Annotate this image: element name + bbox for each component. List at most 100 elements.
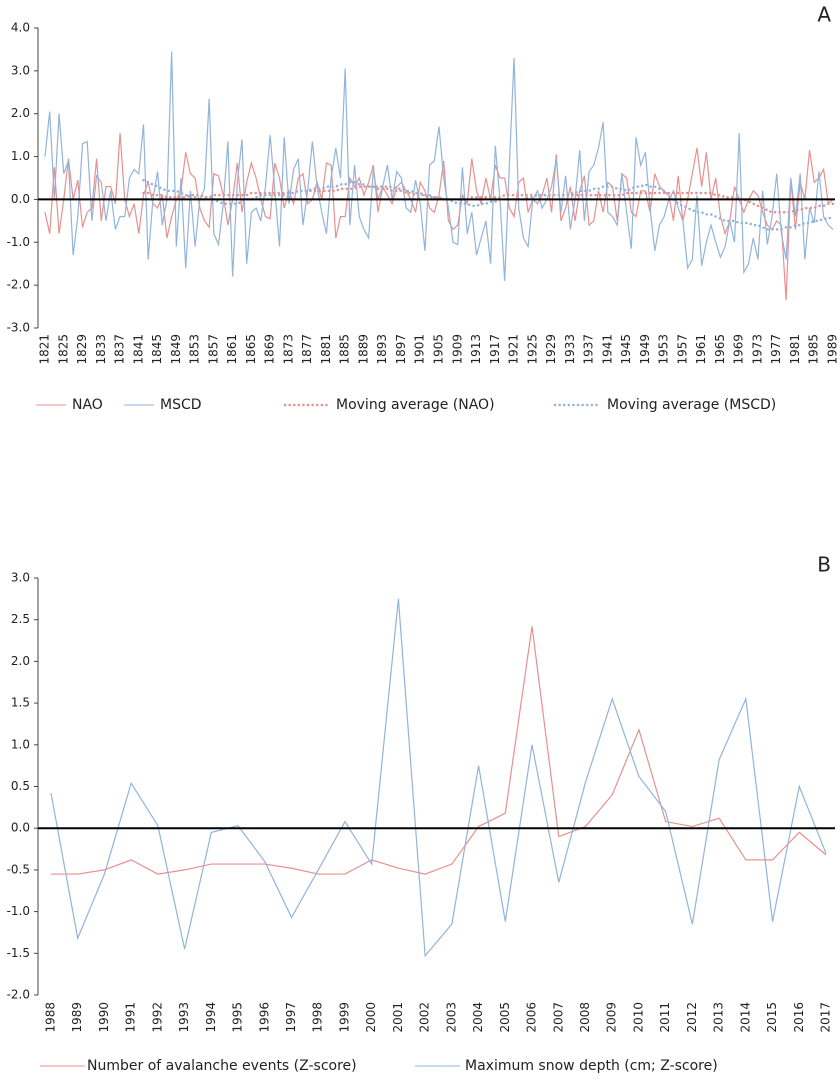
x-tick-label: 1991 [124, 1002, 138, 1033]
x-tick-label: 2013 [712, 1002, 726, 1033]
x-tick-label: 1833 [94, 334, 108, 365]
x-tick-label: 1990 [97, 1002, 111, 1033]
x-tick-label: 1853 [188, 334, 202, 365]
x-tick-label: 1905 [432, 334, 446, 365]
x-tick-label: 1849 [169, 334, 183, 365]
x-tick-label: 1998 [311, 1002, 325, 1033]
x-tick-label: 1992 [150, 1002, 164, 1033]
panel-label: A [817, 3, 831, 27]
x-tick-label: 1995 [231, 1002, 245, 1033]
x-tick-label: 1985 [807, 334, 821, 365]
x-tick-label: 1825 [56, 334, 70, 365]
x-tick-label: 1873 [281, 334, 295, 365]
y-tick-label: 4.0 [11, 21, 30, 35]
legend-label: NAO [72, 397, 103, 413]
series-line [142, 185, 835, 214]
x-tick-label: 1961 [694, 334, 708, 365]
x-tick-label: 1913 [469, 334, 483, 365]
x-tick-label: 1989 [70, 1002, 84, 1033]
series-line [50, 598, 827, 958]
x-tick-label: 2007 [551, 1002, 565, 1033]
y-tick-label: -2.0 [7, 278, 30, 292]
x-tick-label: 1933 [563, 334, 577, 365]
y-tick-label: 1.0 [11, 149, 30, 163]
y-tick-label: -1.5 [7, 946, 30, 960]
x-tick-label: 1997 [284, 1002, 298, 1033]
y-tick-label: -3.0 [7, 321, 30, 335]
y-tick-label: 1.5 [11, 696, 30, 710]
x-tick-label: 2012 [685, 1002, 699, 1033]
x-tick-label: 2016 [792, 1002, 806, 1033]
x-tick-label: 2014 [738, 1002, 752, 1033]
x-tick-label: 1893 [375, 334, 389, 365]
x-tick-label: 2002 [418, 1002, 432, 1033]
x-tick-label: 1993 [177, 1002, 191, 1033]
x-tick-label: 1921 [507, 334, 521, 365]
x-tick-label: 1845 [150, 334, 164, 365]
x-tick-label: 1865 [244, 334, 258, 365]
x-tick-label: 2005 [498, 1002, 512, 1033]
x-tick-label: 2009 [605, 1002, 619, 1033]
x-tick-label: 2017 [819, 1002, 833, 1033]
x-tick-label: 1881 [319, 334, 333, 365]
y-tick-label: 2.0 [11, 654, 30, 668]
series-line [51, 626, 827, 875]
x-tick-label: 1999 [337, 1002, 351, 1033]
y-tick-label: 2.5 [11, 612, 30, 626]
x-tick-label: 1994 [204, 1002, 218, 1033]
legend-label: Moving average (NAO) [336, 397, 495, 413]
x-tick-label: 1989 [826, 334, 840, 365]
x-tick-label: 2010 [631, 1002, 645, 1033]
x-tick-label: 1909 [450, 334, 464, 365]
x-tick-label: 1969 [732, 334, 746, 365]
y-tick-label: 0.0 [11, 821, 30, 835]
y-tick-label: 3.0 [11, 571, 30, 585]
x-tick-label: 1829 [75, 334, 89, 365]
y-tick-label: -1.0 [7, 235, 30, 249]
x-tick-label: 1869 [263, 334, 277, 365]
y-tick-label: -1.0 [7, 904, 30, 918]
x-tick-label: 1837 [113, 334, 127, 365]
x-tick-label: 1841 [131, 334, 145, 365]
x-tick-label: 1821 [38, 334, 52, 365]
x-tick-label: 2000 [364, 1002, 378, 1033]
x-tick-label: 1901 [413, 334, 427, 365]
x-tick-label: 1996 [257, 1002, 271, 1033]
x-tick-label: 1925 [525, 334, 539, 365]
x-tick-label: 1941 [600, 334, 614, 365]
x-tick-label: 2003 [444, 1002, 458, 1033]
x-tick-label: 1857 [206, 334, 220, 365]
x-tick-label: 1981 [788, 334, 802, 365]
legend-label: MSCD [160, 397, 202, 413]
x-tick-label: 1977 [769, 334, 783, 365]
x-tick-label: 1897 [394, 334, 408, 365]
y-tick-label: -0.5 [7, 862, 30, 876]
x-tick-label: 1937 [582, 334, 596, 365]
x-tick-label: 2004 [471, 1002, 485, 1033]
legend-label: Moving average (MSCD) [607, 397, 776, 413]
legend-label: Maximum snow depth (cm; Z-score) [465, 1058, 718, 1074]
x-tick-label: 1953 [657, 334, 671, 365]
x-tick-label: 1877 [300, 334, 314, 365]
panel-label: B [817, 553, 831, 577]
x-tick-label: 2015 [765, 1002, 779, 1033]
x-tick-label: 1988 [44, 1002, 58, 1033]
x-tick-label: 1889 [356, 334, 370, 365]
x-tick-label: 1965 [713, 334, 727, 365]
y-tick-label: -2.0 [7, 988, 30, 1002]
x-tick-label: 2011 [658, 1002, 672, 1033]
x-tick-label: 1945 [619, 334, 633, 365]
x-tick-label: 1949 [638, 334, 652, 365]
y-tick-label: 0.0 [11, 192, 30, 206]
x-tick-label: 1917 [488, 334, 502, 365]
x-tick-label: 1929 [544, 334, 558, 365]
y-tick-label: 1.0 [11, 737, 30, 751]
x-tick-label: 2001 [391, 1002, 405, 1033]
x-tick-label: 1973 [750, 334, 764, 365]
y-tick-label: 3.0 [11, 63, 30, 77]
x-tick-label: 2006 [525, 1002, 539, 1033]
y-tick-label: 2.0 [11, 106, 30, 120]
legend-label: Number of avalanche events (Z-score) [87, 1058, 357, 1074]
x-tick-label: 1885 [338, 334, 352, 365]
